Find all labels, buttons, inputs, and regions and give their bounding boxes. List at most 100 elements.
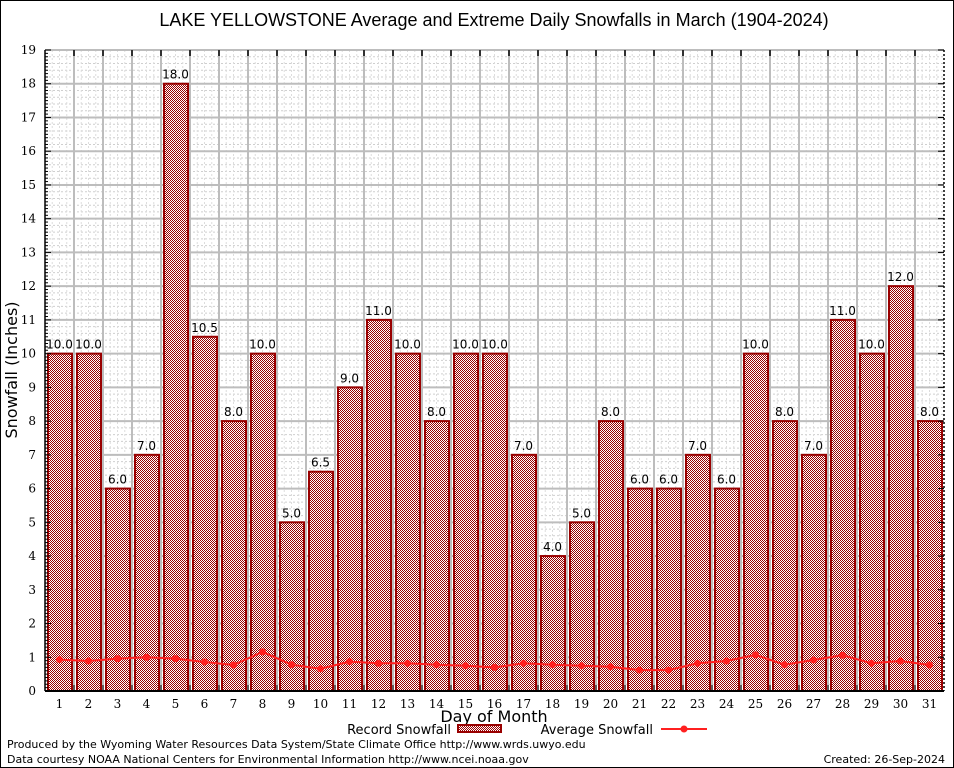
x-tick-label: 31 bbox=[922, 697, 937, 711]
average-point bbox=[259, 648, 266, 656]
record-bar bbox=[134, 453, 160, 692]
y-tick-label: 13 bbox=[21, 245, 36, 259]
bar-value-label: 6.5 bbox=[311, 456, 330, 470]
average-point bbox=[549, 661, 556, 669]
bar-value-label: 7.0 bbox=[514, 439, 533, 453]
legend-record-swatch bbox=[457, 724, 502, 733]
x-tick-label: 17 bbox=[516, 697, 531, 711]
x-axis-label: Day of Month bbox=[440, 707, 547, 726]
record-bar bbox=[627, 487, 653, 692]
y-tick-label: 9 bbox=[28, 380, 36, 394]
y-tick-label: 10 bbox=[21, 347, 36, 361]
average-point bbox=[317, 665, 324, 673]
x-tick-label: 4 bbox=[143, 697, 151, 711]
record-bar bbox=[395, 352, 421, 692]
x-tick-label: 11 bbox=[342, 697, 357, 711]
average-point bbox=[752, 651, 759, 659]
bar-value-label: 10.0 bbox=[858, 338, 885, 352]
y-tick-label: 5 bbox=[28, 515, 36, 529]
record-bar bbox=[830, 318, 856, 692]
average-point bbox=[694, 659, 701, 667]
x-tick-label: 21 bbox=[632, 697, 647, 711]
average-point bbox=[607, 663, 614, 671]
bar-value-label: 10.0 bbox=[249, 338, 276, 352]
average-point bbox=[85, 657, 92, 665]
bar-value-label: 6.0 bbox=[108, 473, 127, 487]
x-tick-label: 30 bbox=[893, 697, 908, 711]
bar-value-label: 6.0 bbox=[659, 473, 678, 487]
bar-value-label: 10.0 bbox=[452, 338, 479, 352]
average-point bbox=[172, 655, 179, 663]
bar-value-label: 11.0 bbox=[829, 304, 856, 318]
legend: Record Snowfall Average Snowfall bbox=[347, 723, 707, 738]
y-tick-label: 1 bbox=[28, 650, 36, 664]
x-tick-label: 26 bbox=[777, 697, 792, 711]
footer-created: Created: 26-Sep-2024 bbox=[824, 753, 945, 766]
x-tick-label: 12 bbox=[371, 697, 386, 711]
y-tick-label: 0 bbox=[28, 684, 36, 698]
average-point bbox=[665, 666, 672, 674]
bar-value-label: 9.0 bbox=[340, 371, 359, 385]
chart-title: LAKE YELLOWSTONE Average and Extreme Dai… bbox=[159, 10, 828, 30]
y-tick-label: 2 bbox=[28, 617, 36, 631]
record-bar bbox=[424, 420, 450, 692]
bar-value-label: 10.0 bbox=[742, 338, 769, 352]
y-axis-label: Snowfall (Inches) bbox=[2, 301, 21, 438]
x-tick-label: 27 bbox=[806, 697, 821, 711]
bar-value-label: 7.0 bbox=[688, 439, 707, 453]
y-tick-label: 17 bbox=[21, 110, 36, 124]
bar-value-label: 10.0 bbox=[394, 338, 421, 352]
bar-value-label: 10.5 bbox=[191, 321, 218, 335]
bar-value-label: 10.0 bbox=[481, 338, 508, 352]
average-point bbox=[810, 656, 817, 664]
bar-value-label: 8.0 bbox=[920, 405, 939, 419]
bar-value-label: 8.0 bbox=[427, 405, 446, 419]
bar-labels: 10.0 10.06.07.018.010.58.010.05.06.59.011… bbox=[46, 68, 939, 554]
y-tick-label: 18 bbox=[21, 77, 36, 91]
x-tick-label: 29 bbox=[864, 697, 879, 711]
average-point bbox=[897, 657, 904, 665]
record-bar bbox=[221, 420, 247, 692]
x-tick-label: 5 bbox=[172, 697, 180, 711]
x-tick-label: 8 bbox=[259, 697, 267, 711]
average-point bbox=[375, 659, 382, 667]
y-tick-label: 4 bbox=[28, 549, 36, 563]
x-tick-label: 2 bbox=[85, 697, 93, 711]
y-tick-label: 16 bbox=[21, 144, 36, 158]
x-tick-label: 15 bbox=[458, 697, 473, 711]
average-point bbox=[636, 666, 643, 674]
record-bar bbox=[47, 352, 73, 692]
y-tick-label: 14 bbox=[21, 212, 37, 226]
bar-value-label: 10.0 bbox=[75, 338, 102, 352]
record-bar bbox=[598, 420, 624, 692]
record-bar bbox=[859, 352, 885, 692]
average-point bbox=[143, 653, 150, 661]
x-tick-label: 1 bbox=[56, 697, 64, 711]
record-bar bbox=[540, 555, 566, 692]
average-point bbox=[114, 655, 121, 663]
record-bar bbox=[163, 82, 189, 693]
average-point bbox=[839, 651, 846, 659]
average-line bbox=[56, 648, 933, 674]
average-point bbox=[491, 663, 498, 671]
y-tick-label: 7 bbox=[28, 448, 36, 462]
record-bar bbox=[76, 352, 102, 692]
legend-record-label: Record Snowfall bbox=[347, 723, 451, 738]
bar-value-label: 11.0 bbox=[365, 304, 392, 318]
record-bar bbox=[656, 487, 682, 692]
bar-value-label: 6.0 bbox=[717, 473, 736, 487]
record-bar bbox=[714, 487, 740, 692]
y-tick-label: 19 bbox=[21, 43, 36, 57]
record-bar bbox=[801, 453, 827, 692]
record-bar bbox=[337, 386, 363, 692]
average-point bbox=[781, 661, 788, 669]
record-bar bbox=[482, 352, 508, 692]
average-point bbox=[201, 658, 208, 666]
bar-value-label: 18.0 bbox=[162, 68, 189, 82]
average-point bbox=[868, 659, 875, 667]
bar-value-label: 4.0 bbox=[543, 540, 562, 554]
x-tick-label: 13 bbox=[400, 697, 415, 711]
record-bar bbox=[192, 335, 218, 692]
